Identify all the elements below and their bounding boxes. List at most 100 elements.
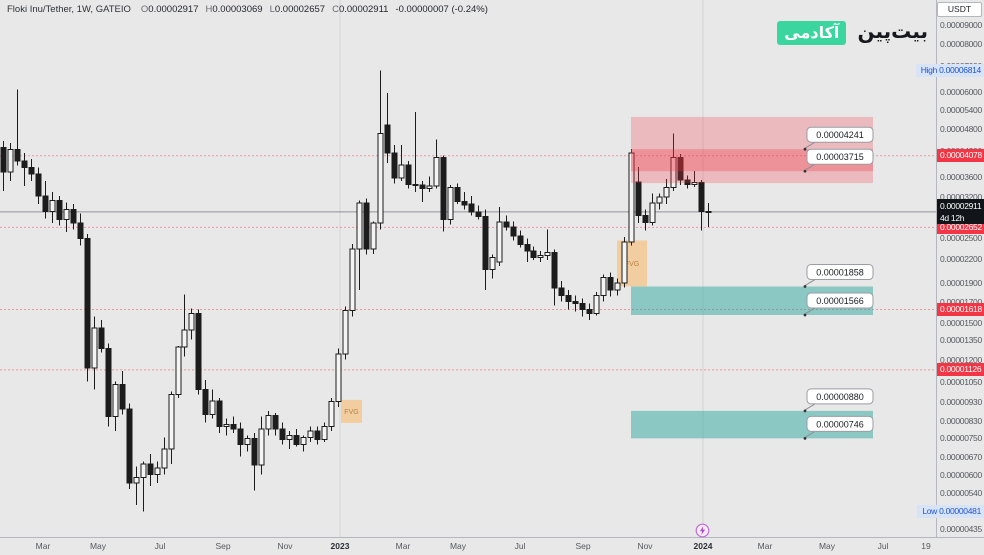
candle-down	[272, 415, 279, 430]
candle-up	[265, 415, 272, 430]
price-tick: 0.00005400	[940, 104, 982, 115]
fvg-label: FVG	[344, 409, 358, 416]
change-value: -0.00000007 (-0.24%)	[395, 4, 488, 15]
price-tick: 0.00003200	[940, 191, 982, 202]
candle-up	[140, 463, 147, 478]
candle-up	[628, 152, 635, 243]
time-tick: 19	[921, 541, 931, 551]
currency-toggle-button[interactable]: USDT	[937, 2, 982, 17]
candle-down	[216, 400, 223, 428]
chart-plot-area[interactable]: FVG FVG 0.00004241 0.00003715 0.00001858 0.00…	[0, 0, 936, 537]
candle-down	[405, 164, 412, 186]
candle-up	[335, 353, 342, 403]
candle-up	[426, 185, 433, 189]
candle-up	[223, 424, 230, 428]
alert-price-label: 0.00001618	[937, 303, 984, 317]
time-tick: Jul	[877, 541, 889, 551]
ohlc-key: C	[332, 4, 339, 15]
time-tick: May	[449, 541, 467, 551]
candle-down	[77, 222, 84, 239]
watermark-brand: بیت‌پین	[857, 19, 928, 43]
ohlc-key: L	[269, 4, 275, 15]
candle-up	[349, 248, 356, 311]
price-callout-box[interactable]	[806, 292, 874, 309]
price-callout-box[interactable]	[806, 126, 874, 143]
candle-up	[614, 282, 621, 291]
lightning-event-icon[interactable]	[695, 523, 710, 543]
time-tick: Jul	[514, 541, 526, 551]
price-callout-box[interactable]	[806, 415, 874, 432]
callout-anchor-dot	[803, 313, 807, 317]
candle-down	[572, 300, 579, 304]
callout-anchor-dot	[803, 169, 807, 173]
price-callout-text: 0.00003715	[816, 152, 864, 162]
candle-up	[447, 186, 454, 220]
symbol-legend[interactable]: Floki Inu/Tether, 1W, GATEIO O0.00002917 H…	[7, 4, 488, 15]
price-tick: 0.00000435	[940, 523, 982, 534]
alert-price-label: 0.00004078	[937, 149, 984, 163]
candle-up	[433, 157, 440, 187]
price-tick: 0.00004800	[940, 124, 982, 135]
price-callout-text: 0.00001858	[816, 268, 864, 278]
time-tick: May	[89, 541, 107, 551]
candle-down	[21, 160, 28, 168]
candle-down	[28, 166, 35, 175]
candle-down	[705, 210, 712, 213]
time-tick: Mar	[35, 541, 51, 551]
candle-up	[91, 327, 98, 369]
fvg-box[interactable]	[341, 399, 362, 423]
candle-down	[237, 428, 244, 445]
candle-up	[328, 401, 335, 428]
candle-down	[698, 182, 705, 212]
candle-down	[293, 434, 300, 445]
candle-down	[468, 203, 475, 213]
candle-down	[440, 157, 447, 220]
candle-up	[133, 476, 140, 484]
candle-down	[684, 179, 691, 186]
candle-up	[286, 434, 293, 441]
candle-down	[119, 384, 126, 410]
candle-up	[600, 277, 607, 297]
watermark: بیت‌پین آکادمی	[777, 19, 928, 45]
price-tick: 0.00009000	[940, 19, 982, 30]
candle-down	[565, 295, 572, 302]
price-callout-box[interactable]	[806, 264, 874, 281]
candle-down	[147, 463, 154, 476]
candle-up	[175, 346, 182, 396]
candle-up	[63, 209, 70, 220]
price-callout-box[interactable]	[806, 148, 874, 165]
price-tick: 0.00001700	[940, 296, 982, 307]
alert-price-label: 0.00001126	[937, 363, 984, 377]
time-axis[interactable]: Mar May Jul Sep Nov 2023 Mar May Jul Sep Nov 2024 Ma…	[0, 537, 984, 555]
candle-up	[342, 309, 349, 355]
candle-down	[126, 408, 133, 484]
time-tick: Mar	[395, 541, 411, 551]
fvg-label: FVG	[625, 261, 639, 268]
ohlc-key: O	[140, 4, 149, 15]
price-callout-box[interactable]	[806, 388, 874, 405]
price-callout-text: 0.00001566	[816, 296, 864, 306]
candle-down	[419, 184, 426, 189]
candle-down	[363, 202, 370, 250]
candle-up	[161, 448, 168, 469]
price-tick: 0.00000930	[940, 397, 982, 408]
candle-up	[544, 251, 551, 256]
watermark-highlight: آکادمی	[777, 21, 847, 45]
candle-down	[0, 147, 7, 173]
price-axis[interactable]: 0.000090000.000080000.000070000.00006000…	[915, 0, 984, 537]
time-tick: Jul	[154, 541, 166, 551]
candle-up	[621, 241, 628, 284]
time-tick: Sep	[575, 541, 591, 551]
candle-up	[154, 467, 161, 476]
candle-down	[105, 348, 112, 418]
candle-down	[42, 195, 49, 212]
candle-up	[656, 196, 663, 204]
price-callout-text: 0.00004241	[816, 130, 864, 140]
candle-up	[244, 438, 251, 445]
candle-down	[517, 235, 524, 246]
candle-down	[35, 173, 42, 197]
callout-tail	[804, 430, 816, 438]
candle-up	[7, 149, 14, 173]
callout-anchor-dot	[803, 285, 807, 288]
high-price-label: High 0.00006814	[915, 63, 984, 77]
